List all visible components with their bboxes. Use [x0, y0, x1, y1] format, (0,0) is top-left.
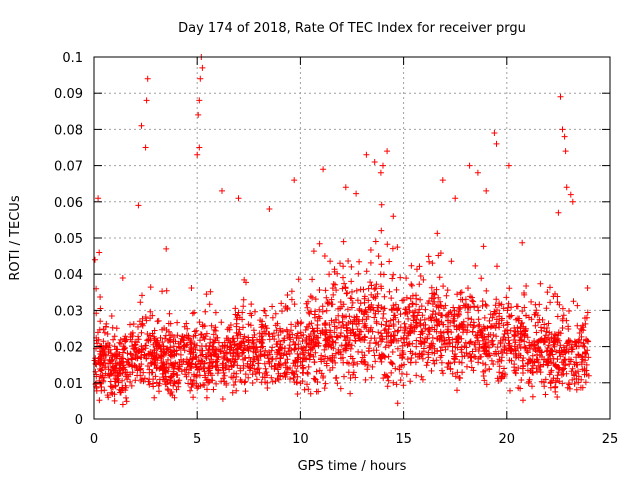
- y-axis-label: ROTI / TECUs: [8, 195, 23, 280]
- data-points: [91, 54, 592, 408]
- y-tick-label: 0.03: [54, 304, 83, 319]
- y-tick-label: 0.02: [54, 341, 83, 356]
- y-tick-label: 0.06: [54, 196, 83, 211]
- y-tick-label: 0.08: [54, 123, 83, 138]
- y-tick-label: 0.05: [54, 232, 83, 247]
- y-tick-label: 0.01: [54, 377, 83, 392]
- x-tick-label: 10: [292, 432, 309, 447]
- series-prgu-markers: [91, 54, 592, 408]
- x-tick-label: 5: [193, 432, 201, 447]
- x-tick-label: 0: [90, 432, 98, 447]
- x-tick-label: 25: [602, 432, 619, 447]
- x-tick-label: 20: [499, 432, 516, 447]
- x-tick-label: 15: [395, 432, 412, 447]
- y-tick-label: 0.04: [54, 268, 83, 283]
- chart-title: Day 174 of 2018, Rate Of TEC Index for r…: [178, 21, 526, 36]
- y-tick-label: 0.09: [54, 87, 83, 102]
- axis-ticks: 0 0.01 0.02 0.03 0.04 0.05 0.06 0.07 0.08 0.09 0.1…: [54, 51, 618, 447]
- y-tick-label: 0.07: [54, 160, 83, 175]
- y-tick-label: 0: [75, 413, 83, 428]
- x-axis-label: GPS time / hours: [298, 459, 407, 474]
- y-tick-label: 0.1: [62, 51, 83, 66]
